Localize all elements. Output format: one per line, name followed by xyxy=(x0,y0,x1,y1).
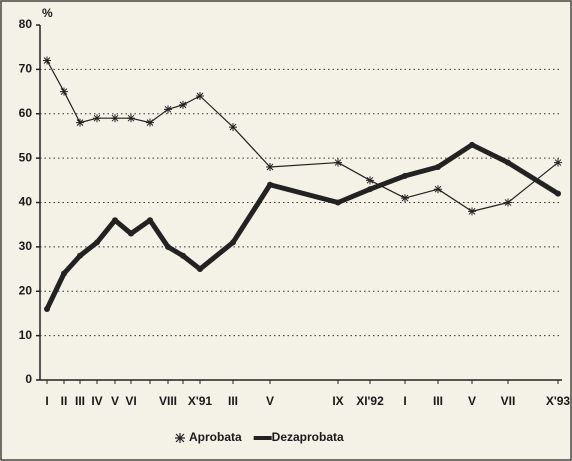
point-marker xyxy=(165,243,171,250)
x-tick-label: II xyxy=(61,394,68,408)
y-tick-label: 60 xyxy=(19,106,33,120)
point-marker xyxy=(76,118,84,127)
point-marker xyxy=(267,181,273,188)
y-tick-label: 80 xyxy=(19,17,33,31)
y-axis-label: % xyxy=(42,6,53,20)
x-tick-label: VI xyxy=(125,394,136,408)
point-marker xyxy=(197,266,203,273)
y-tick-label: 20 xyxy=(19,283,33,297)
point-marker xyxy=(469,141,475,148)
y-tick-label: 30 xyxy=(19,239,33,253)
legend-label: Dezaprobata xyxy=(272,430,344,444)
point-marker xyxy=(555,190,561,197)
point-marker xyxy=(505,159,511,166)
point-marker xyxy=(266,163,274,171)
y-tick-label: 10 xyxy=(19,328,33,342)
legend-label: Aprobata xyxy=(189,430,242,444)
point-marker xyxy=(196,92,204,100)
point-marker xyxy=(335,199,341,206)
point-marker xyxy=(44,306,50,312)
point-marker xyxy=(94,239,100,246)
x-tick-label: V xyxy=(111,394,119,408)
x-tick-label: X'93 xyxy=(546,394,571,408)
x-tick-label: VIII xyxy=(159,394,177,408)
point-marker xyxy=(229,123,237,132)
point-marker xyxy=(164,105,172,114)
y-tick-label: 0 xyxy=(25,372,32,386)
series-line xyxy=(44,142,560,311)
point-marker xyxy=(435,164,441,170)
point-marker xyxy=(127,114,135,123)
x-tick-label: V xyxy=(266,394,274,408)
x-tick-label: III xyxy=(228,394,238,408)
y-tick-label: 40 xyxy=(19,195,33,209)
point-marker xyxy=(77,252,83,259)
point-marker xyxy=(434,185,442,194)
series-line xyxy=(46,60,559,212)
point-marker xyxy=(230,239,236,246)
x-tick-label: III xyxy=(75,394,85,408)
point-marker xyxy=(179,100,187,109)
x-tick-label: III xyxy=(433,394,443,408)
point-marker xyxy=(504,198,512,207)
point-marker xyxy=(111,114,119,123)
point-marker xyxy=(112,217,118,224)
point-marker xyxy=(43,56,51,65)
point-marker xyxy=(61,270,67,277)
point-marker xyxy=(60,87,68,96)
point-marker xyxy=(146,118,154,127)
legend-marker xyxy=(175,433,185,443)
point-marker xyxy=(147,217,153,224)
point-marker xyxy=(367,186,373,193)
x-tick-label: IX xyxy=(332,394,343,408)
point-marker xyxy=(402,172,408,179)
y-tick-label: 70 xyxy=(19,62,33,76)
x-tick-label: VII xyxy=(501,394,516,408)
x-tick-label: I xyxy=(45,394,48,408)
point-marker xyxy=(128,230,134,237)
x-tick-label: I xyxy=(403,394,406,408)
point-marker xyxy=(401,194,409,203)
x-tick-label: V xyxy=(468,394,476,408)
point-marker xyxy=(334,158,342,167)
point-marker xyxy=(554,158,562,167)
x-tick-label: IV xyxy=(91,394,102,408)
point-marker xyxy=(93,114,101,123)
x-tick-label: X'91 xyxy=(188,394,213,408)
point-marker xyxy=(468,207,476,216)
point-marker xyxy=(180,252,186,259)
y-tick-label: 50 xyxy=(19,150,33,164)
x-tick-label: XI'92 xyxy=(356,394,384,408)
point-marker xyxy=(366,176,374,185)
